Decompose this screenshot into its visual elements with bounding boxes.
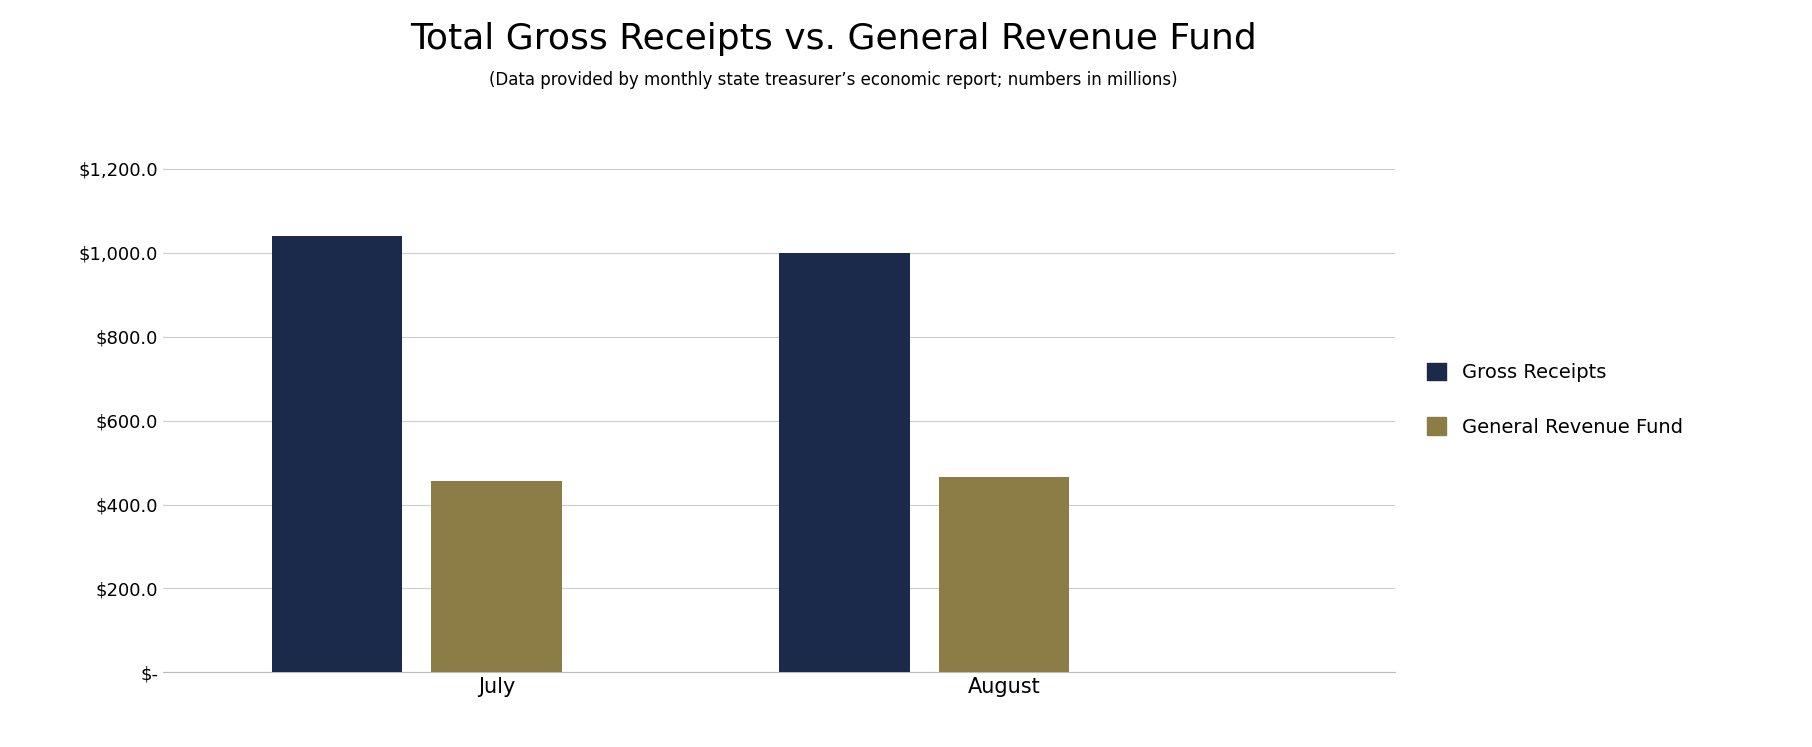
Bar	[431, 482, 562, 672]
Bar	[779, 252, 910, 672]
Legend: Gross Receipts, General Revenue Fund: Gross Receipts, General Revenue Fund	[1417, 353, 1692, 446]
Bar	[272, 236, 402, 672]
Text: Total Gross Receipts vs. General Revenue Fund: Total Gross Receipts vs. General Revenue…	[410, 22, 1258, 57]
Bar	[939, 477, 1069, 672]
Text: (Data provided by monthly state treasurer’s economic report; numbers in millions: (Data provided by monthly state treasure…	[489, 71, 1178, 89]
